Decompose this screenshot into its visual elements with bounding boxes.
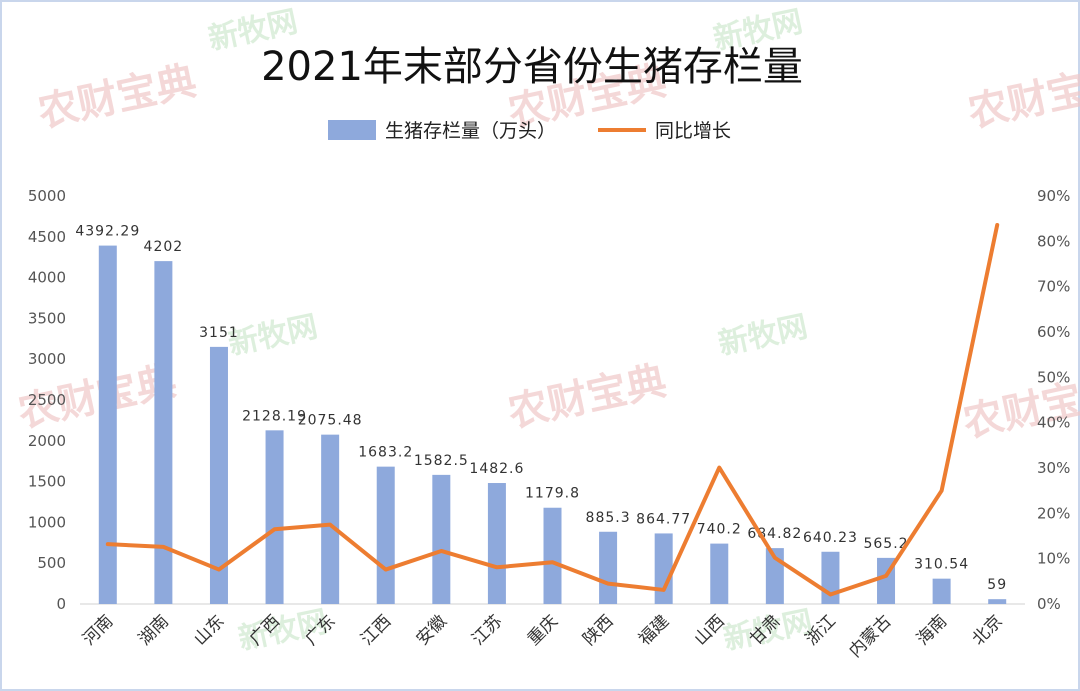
category-labels: 河南 湖南 山东 广西 广东 江西 安徽 江苏 重庆 陕西 福建 山西 甘肃 浙江 内蒙古 海南 北京 (79, 611, 1007, 661)
watermark-text-4: 农财宝典 (964, 58, 1080, 136)
bar-value-label: 310.54 (914, 557, 969, 573)
left-tick-label: 4500 (28, 228, 66, 246)
bar-湖南 (154, 261, 173, 604)
category-label: 安徽 (413, 611, 451, 649)
right-tick-label: 70% (1037, 278, 1070, 296)
left-tick-label: 1500 (28, 473, 66, 491)
right-tick-label: 0% (1037, 595, 1061, 613)
category-label: 湖南 (135, 611, 173, 649)
legend-label-line: 同比增长 (655, 120, 731, 142)
bar-value-label: 640.23 (803, 530, 858, 546)
right-tick-label: 80% (1037, 232, 1070, 250)
growth-line-series (105, 223, 1000, 597)
left-tick-label: 3000 (28, 350, 66, 368)
chart-title: 2021年末部分省份生猪存栏量 (261, 44, 803, 90)
left-tick-label: 500 (37, 554, 66, 572)
right-tick-label: 90% (1037, 187, 1070, 205)
category-label: 山东 (190, 611, 228, 649)
bar-福建 (654, 533, 673, 604)
category-label: 陕西 (579, 611, 617, 649)
bar-value-label: 59 (987, 577, 1007, 593)
bar-series (98, 245, 1007, 604)
category-label: 重庆 (524, 611, 562, 649)
left-axis: 0 500 1000 1500 2000 2500 3000 3500 4000 4500 5000 (28, 187, 66, 613)
right-tick-label: 50% (1037, 368, 1070, 386)
right-tick-label: 60% (1037, 323, 1070, 341)
category-label: 北京 (969, 611, 1007, 649)
category-label: 江西 (357, 611, 395, 649)
left-tick-label: 2000 (28, 432, 66, 450)
category-label: 山西 (691, 611, 729, 649)
right-tick-label: 20% (1037, 504, 1070, 522)
left-tick-label: 0 (56, 595, 66, 613)
legend-swatch-bar (328, 120, 376, 140)
watermark-text-0: 农财宝典 (34, 58, 200, 136)
bar-value-label: 4202 (144, 239, 184, 255)
bar-北京 (988, 599, 1007, 604)
bar-重庆 (543, 507, 562, 604)
bar-江苏 (487, 483, 506, 604)
left-tick-label: 2500 (28, 391, 66, 409)
right-axis: 0% 10% 20% 30% 40% 50% 60% 70% 80% 90% (1037, 187, 1070, 613)
right-tick-label: 30% (1037, 459, 1070, 477)
bar-河南 (98, 245, 117, 604)
bar-value-label: 3151 (199, 325, 239, 341)
right-tick-label: 10% (1037, 550, 1070, 568)
bar-value-label: 1582.5 (414, 453, 469, 469)
bar-陕西 (599, 531, 618, 604)
bar-value-label: 740.2 (697, 522, 742, 538)
right-tick-label: 40% (1037, 414, 1070, 432)
bar-value-label: 565.2 (863, 536, 908, 552)
category-label: 福建 (635, 611, 673, 649)
bar-value-label: 1683.2 (358, 445, 413, 461)
bar-value-label: 1179.8 (525, 486, 580, 502)
legend-label-bar: 生猪存栏量（万头） (385, 120, 556, 142)
bar-山东 (209, 346, 228, 604)
bar-安徽 (432, 474, 451, 604)
bar-山西 (710, 543, 729, 604)
category-label: 河南 (79, 611, 117, 649)
bar-value-label: 1482.6 (469, 461, 524, 477)
bar-广西 (265, 430, 284, 604)
bar-value-label: 864.77 (636, 511, 691, 527)
left-tick-label: 4000 (28, 269, 66, 287)
legend: 生猪存栏量（万头） 同比增长 (328, 120, 731, 142)
bar-value-label: 885.3 (586, 510, 631, 526)
category-label: 江苏 (468, 611, 506, 649)
bar-value-label: 4392.29 (75, 224, 140, 240)
left-tick-label: 5000 (28, 187, 66, 205)
watermark-text-8: 新牧网 (715, 309, 810, 362)
bar-value-label: 2075.48 (298, 413, 363, 429)
watermark-text-5: 新牧网 (225, 309, 320, 362)
bar-海南 (932, 578, 951, 604)
bar-江西 (376, 466, 395, 604)
watermark-text-7: 农财宝典 (504, 358, 670, 436)
left-tick-label: 3500 (28, 309, 66, 327)
bar-value-label: 2128.19 (242, 408, 307, 424)
category-label: 海南 (913, 611, 951, 649)
bar-广东 (321, 434, 340, 604)
category-label: 内蒙古 (845, 611, 895, 661)
left-tick-label: 1000 (28, 513, 66, 531)
